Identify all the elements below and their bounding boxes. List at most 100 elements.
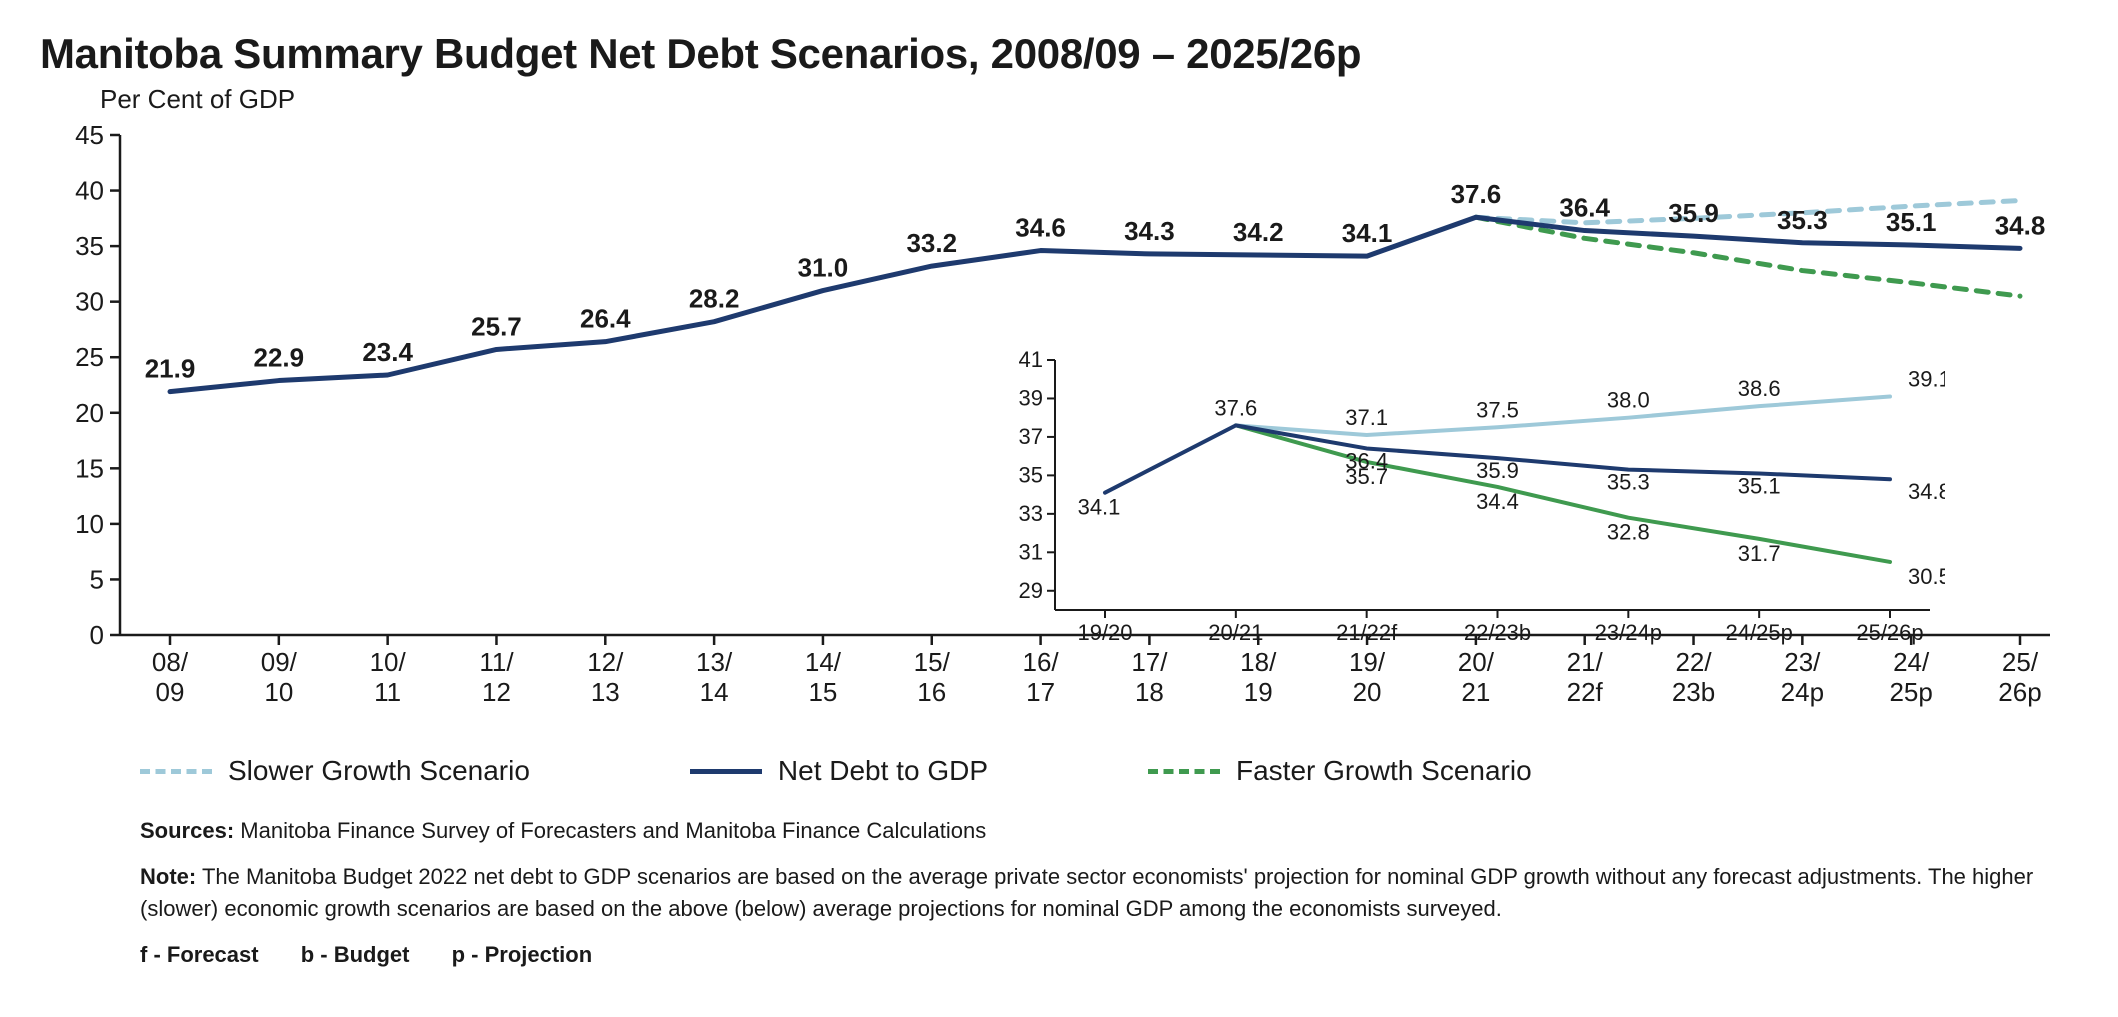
svg-text:35.1: 35.1 (1886, 207, 1937, 237)
svg-text:45: 45 (75, 125, 104, 150)
svg-text:41: 41 (1019, 350, 1043, 372)
legend-label-slower: Slower Growth Scenario (228, 755, 530, 787)
svg-text:25/26p: 25/26p (1856, 620, 1923, 645)
note-label: Note: (140, 864, 196, 889)
svg-text:22.9: 22.9 (254, 343, 305, 373)
svg-text:31.7: 31.7 (1738, 541, 1781, 566)
svg-text:21.9: 21.9 (145, 354, 196, 384)
svg-text:32.8: 32.8 (1607, 520, 1650, 545)
svg-text:22/23b: 22/23b (1464, 620, 1531, 645)
svg-text:36.4: 36.4 (1559, 193, 1610, 223)
svg-text:28.2: 28.2 (689, 284, 740, 314)
svg-text:38.6: 38.6 (1738, 376, 1781, 401)
svg-text:15: 15 (75, 453, 104, 483)
svg-text:11: 11 (374, 677, 401, 707)
svg-text:34.1: 34.1 (1342, 218, 1393, 248)
svg-text:09: 09 (156, 677, 185, 707)
svg-text:12: 12 (482, 677, 511, 707)
svg-text:31: 31 (1019, 539, 1043, 564)
legend-swatch-slower (140, 769, 212, 774)
svg-text:39: 39 (1019, 385, 1043, 410)
svg-text:35.3: 35.3 (1607, 470, 1650, 495)
svg-text:37.1: 37.1 (1345, 405, 1388, 430)
svg-text:25/: 25/ (2002, 647, 2039, 677)
svg-text:39.1: 39.1 (1908, 367, 1945, 392)
def-projection: p - Projection (452, 942, 593, 967)
svg-text:11/: 11/ (479, 647, 514, 677)
svg-text:35.7: 35.7 (1345, 464, 1388, 489)
svg-text:35.3: 35.3 (1777, 205, 1828, 235)
svg-text:34.1: 34.1 (1078, 495, 1121, 520)
svg-text:23b: 23b (1672, 677, 1715, 707)
svg-text:10: 10 (75, 509, 104, 539)
svg-text:25.7: 25.7 (471, 311, 522, 341)
footnote-definitions: f - Forecast b - Budget p - Projection (140, 939, 2078, 971)
legend-label-faster: Faster Growth Scenario (1236, 755, 1532, 787)
svg-text:10: 10 (264, 677, 293, 707)
inset-chart: 29 31 33 35 37 39 41 19/20 20/21 21/22f 22/23b 23/2… (1000, 350, 1945, 655)
legend-slower: Slower Growth Scenario (140, 755, 530, 787)
svg-text:14: 14 (700, 677, 729, 707)
svg-text:40: 40 (75, 176, 104, 206)
svg-text:34.8: 34.8 (1908, 479, 1945, 504)
svg-text:14/: 14/ (805, 647, 842, 677)
svg-text:29: 29 (1019, 578, 1043, 603)
svg-text:31.0: 31.0 (798, 253, 849, 283)
svg-text:17: 17 (1026, 677, 1055, 707)
svg-text:30: 30 (75, 287, 104, 317)
svg-text:15: 15 (808, 677, 837, 707)
legend-net-debt: Net Debt to GDP (690, 755, 988, 787)
svg-text:08/: 08/ (152, 647, 189, 677)
svg-text:10/: 10/ (370, 647, 407, 677)
svg-text:33: 33 (1019, 501, 1043, 526)
def-budget: b - Budget (301, 942, 410, 967)
chart-footnotes: Sources: Manitoba Finance Survey of Fore… (140, 815, 2078, 971)
def-forecast: f - Forecast (140, 942, 259, 967)
svg-text:37.6: 37.6 (1214, 395, 1257, 420)
svg-text:35.1: 35.1 (1738, 473, 1781, 498)
chart-subtitle: Per Cent of GDP (100, 84, 2078, 115)
svg-text:34.3: 34.3 (1124, 216, 1175, 246)
legend-swatch-net-debt (690, 769, 762, 774)
svg-text:5: 5 (90, 564, 104, 594)
svg-text:23.4: 23.4 (362, 337, 413, 367)
svg-text:09/: 09/ (261, 647, 298, 677)
svg-text:35: 35 (75, 231, 104, 261)
main-chart: 05101520253035404508/0909/1010/1111/1212… (50, 125, 2070, 725)
svg-text:22f: 22f (1567, 677, 1604, 707)
svg-text:0: 0 (90, 620, 104, 650)
svg-text:26.4: 26.4 (580, 304, 631, 334)
legend-swatch-faster (1148, 769, 1220, 774)
svg-text:37: 37 (1019, 424, 1043, 449)
svg-text:35: 35 (1019, 462, 1043, 487)
svg-text:34.4: 34.4 (1476, 489, 1519, 514)
svg-text:24p: 24p (1781, 677, 1824, 707)
svg-text:21/22f: 21/22f (1336, 620, 1398, 645)
svg-text:15/: 15/ (914, 647, 951, 677)
svg-text:18: 18 (1135, 677, 1164, 707)
svg-text:21: 21 (1461, 677, 1490, 707)
note-text: The Manitoba Budget 2022 net debt to GDP… (140, 864, 2033, 921)
chart-legend: Slower Growth Scenario Net Debt to GDP F… (140, 755, 2078, 787)
legend-faster: Faster Growth Scenario (1148, 755, 1532, 787)
svg-text:35.9: 35.9 (1476, 458, 1519, 483)
svg-text:37.6: 37.6 (1451, 179, 1502, 209)
svg-text:33.2: 33.2 (906, 228, 957, 258)
svg-text:38.0: 38.0 (1607, 388, 1650, 413)
svg-text:13: 13 (591, 677, 620, 707)
svg-text:25: 25 (75, 342, 104, 372)
svg-text:13/: 13/ (696, 647, 733, 677)
svg-text:23/24p: 23/24p (1595, 620, 1662, 645)
svg-text:20/21: 20/21 (1208, 620, 1263, 645)
svg-text:20: 20 (1353, 677, 1382, 707)
svg-text:16: 16 (917, 677, 946, 707)
svg-text:30.5: 30.5 (1908, 564, 1945, 589)
svg-text:34.8: 34.8 (1995, 210, 2046, 240)
svg-text:34.2: 34.2 (1233, 217, 1284, 247)
svg-text:19/20: 19/20 (1077, 620, 1132, 645)
svg-text:34.6: 34.6 (1015, 213, 1066, 243)
svg-text:19: 19 (1244, 677, 1273, 707)
svg-text:35.9: 35.9 (1668, 198, 1719, 228)
legend-label-net-debt: Net Debt to GDP (778, 755, 988, 787)
svg-text:37.5: 37.5 (1476, 397, 1519, 422)
